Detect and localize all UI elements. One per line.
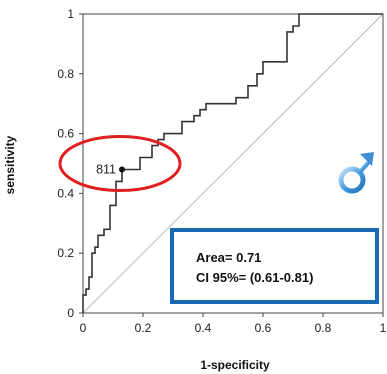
tick-labels: 0 0.2 0.4 0.6 0.8 1 0 0.2 0.4 0.6 0.8 1 [57,7,386,335]
x-tick-label: 1 [380,321,387,335]
ci-value-text: CI 95%= (0.61-0.81) [196,270,313,285]
y-tick-label: 0.2 [57,246,74,260]
plot-frame [82,13,384,314]
y-tick-label: 0.6 [57,127,74,141]
marked-point-label: 811 [96,162,116,176]
x-tick-label: 0.4 [195,321,212,335]
x-tick-label: 0.2 [135,321,152,335]
area-value-text: Area= 0.71 [196,250,261,265]
y-tick-label: 1 [67,7,74,21]
y-tick-label: 0 [67,306,74,320]
axes [79,13,384,317]
male-symbol-icon [338,152,374,194]
marked-point [119,166,125,173]
roc-curve-line [82,13,383,313]
y-tick-label: 0.8 [57,67,74,81]
reference-diagonal-line [82,13,384,314]
x-tick-label: 0.8 [315,321,332,335]
y-axis-label: sensitivity [3,135,17,194]
y-tick-label: 0.4 [57,186,74,200]
x-tick-label: 0.6 [255,321,272,335]
x-tick-label: 0 [80,321,87,335]
x-axis-label: 1-specificity [200,358,270,372]
annotation-box [170,228,379,304]
highlight-ellipse [58,134,182,192]
